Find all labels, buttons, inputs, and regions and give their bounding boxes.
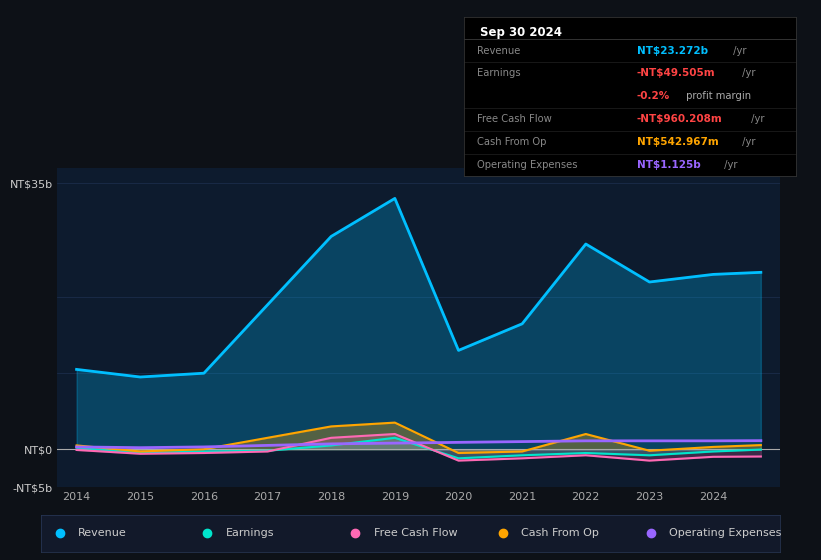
- Text: Sep 30 2024: Sep 30 2024: [480, 26, 562, 39]
- Text: /yr: /yr: [730, 45, 746, 55]
- Text: NT$542.967m: NT$542.967m: [637, 137, 718, 147]
- Text: Revenue: Revenue: [477, 45, 521, 55]
- Text: profit margin: profit margin: [683, 91, 751, 101]
- Text: Cash From Op: Cash From Op: [477, 137, 547, 147]
- Text: Operating Expenses: Operating Expenses: [477, 160, 578, 170]
- Text: /yr: /yr: [749, 114, 765, 124]
- Text: /yr: /yr: [739, 137, 755, 147]
- Text: Cash From Op: Cash From Op: [521, 529, 599, 538]
- Text: Free Cash Flow: Free Cash Flow: [477, 114, 552, 124]
- Text: Free Cash Flow: Free Cash Flow: [374, 529, 457, 538]
- Text: /yr: /yr: [721, 160, 737, 170]
- Text: Revenue: Revenue: [78, 529, 126, 538]
- Text: NT$1.125b: NT$1.125b: [637, 160, 700, 170]
- Text: -NT$960.208m: -NT$960.208m: [637, 114, 722, 124]
- Text: -NT$49.505m: -NT$49.505m: [637, 68, 715, 78]
- Text: /yr: /yr: [739, 68, 755, 78]
- Text: NT$23.272b: NT$23.272b: [637, 45, 708, 55]
- Text: Earnings: Earnings: [477, 68, 521, 78]
- Text: Operating Expenses: Operating Expenses: [669, 529, 782, 538]
- Text: -0.2%: -0.2%: [637, 91, 670, 101]
- Text: Earnings: Earnings: [226, 529, 274, 538]
